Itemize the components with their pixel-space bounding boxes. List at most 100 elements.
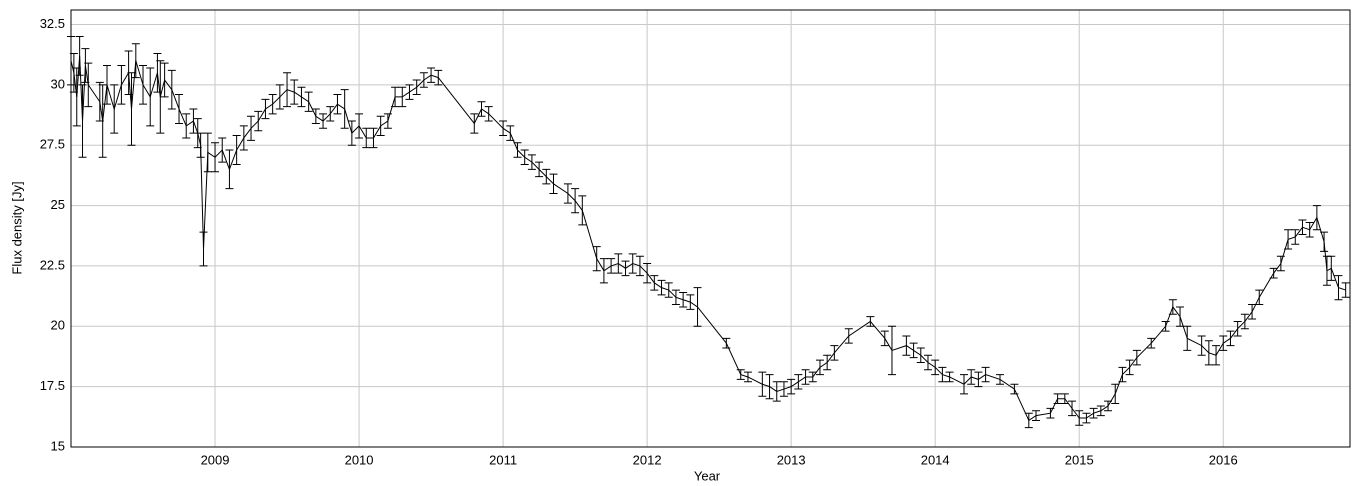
error-bar — [844, 328, 853, 344]
error-bar — [679, 291, 688, 308]
error-bar — [146, 67, 155, 127]
error-bar — [139, 65, 148, 105]
error-bar — [1298, 219, 1307, 236]
error-bar — [98, 84, 107, 158]
error-bar — [772, 381, 781, 402]
error-bar — [945, 371, 954, 383]
error-bar — [909, 342, 918, 359]
error-bar — [808, 371, 817, 383]
error-bar — [599, 258, 608, 284]
error-bar — [427, 67, 436, 83]
error-bar — [304, 91, 313, 112]
error-bar — [261, 98, 270, 120]
error-bar — [657, 279, 666, 296]
error-bar — [794, 374, 803, 390]
error-bar — [513, 142, 522, 158]
error-bar — [1226, 330, 1235, 347]
error-bar — [268, 94, 277, 115]
error-bar — [1068, 400, 1077, 417]
error-bar — [1212, 345, 1221, 366]
error-bar — [75, 36, 84, 76]
y-tick-label: 22.5 — [40, 257, 65, 272]
error-bar — [571, 188, 580, 214]
error-bar — [578, 195, 587, 226]
error-bar — [614, 253, 623, 274]
error-bar — [542, 168, 551, 185]
error-bar — [362, 127, 371, 149]
error-bar — [225, 149, 234, 190]
error-bar — [671, 289, 680, 306]
error-bar — [78, 84, 87, 158]
error-bar — [830, 345, 839, 361]
error-bar — [1219, 335, 1228, 351]
error-bar — [787, 378, 796, 395]
error-bar — [758, 371, 767, 397]
error-bar — [347, 120, 356, 146]
error-bar — [1320, 231, 1329, 252]
error-bar — [1305, 221, 1314, 238]
error-bar — [369, 127, 378, 149]
error-bar — [189, 108, 198, 134]
error-bar — [484, 106, 493, 122]
error-bar — [127, 72, 136, 146]
error-bar — [1233, 320, 1242, 337]
y-tick-label: 17.5 — [40, 378, 65, 393]
error-bar — [211, 142, 220, 173]
error-bar — [283, 72, 292, 108]
error-bar — [1032, 410, 1041, 421]
error-bar — [405, 84, 414, 100]
error-bar — [297, 86, 306, 108]
error-bar — [1240, 313, 1249, 330]
error-bar — [1010, 383, 1019, 395]
error-bar — [628, 253, 637, 274]
flux-line — [70, 55, 1346, 422]
error-bar — [981, 366, 990, 383]
error-bar — [434, 69, 443, 86]
error-bar — [535, 161, 544, 178]
error-bar — [1096, 405, 1105, 417]
x-tick-label: 2014 — [921, 452, 950, 467]
error-bar — [175, 94, 184, 124]
error-bar — [1312, 205, 1321, 231]
error-bar — [902, 335, 911, 356]
error-bar — [499, 120, 508, 137]
y-tick-label: 30 — [51, 76, 65, 91]
error-bar — [506, 125, 515, 141]
error-bar — [520, 149, 529, 166]
error-bar — [635, 255, 644, 277]
error-bar — [355, 113, 364, 139]
error-bar — [1327, 255, 1336, 281]
error-bar — [1024, 412, 1033, 429]
error-bar — [290, 79, 299, 105]
error-bar — [592, 246, 601, 272]
error-bar — [815, 359, 824, 376]
error-bar — [1060, 393, 1069, 405]
error-bar — [1046, 407, 1055, 419]
error-bar — [1161, 320, 1170, 332]
error-bar — [1168, 299, 1177, 315]
error-bar — [938, 366, 947, 383]
error-bar — [1075, 410, 1084, 426]
error-bar — [549, 173, 558, 194]
x-tick-label: 2015 — [1065, 452, 1094, 467]
error-bar — [996, 374, 1004, 385]
y-tick-label: 15 — [51, 438, 65, 453]
y-axis-label: Flux density [Jy] — [9, 181, 24, 274]
error-bar — [311, 108, 320, 124]
y-tick-label: 32.5 — [40, 16, 65, 31]
error-bar — [974, 371, 983, 388]
error-bar — [232, 135, 241, 166]
error-bar — [916, 347, 925, 363]
error-bar — [736, 369, 745, 380]
plot-frame — [70, 9, 1351, 448]
error-bar — [1334, 275, 1343, 301]
error-bar — [199, 231, 208, 267]
error-bar — [1176, 306, 1185, 327]
error-bar — [1284, 229, 1293, 250]
error-bar — [275, 84, 284, 110]
error-bar — [563, 183, 572, 204]
error-bar — [1341, 282, 1350, 298]
error-bar — [1147, 337, 1156, 349]
error-bar — [1276, 255, 1285, 272]
